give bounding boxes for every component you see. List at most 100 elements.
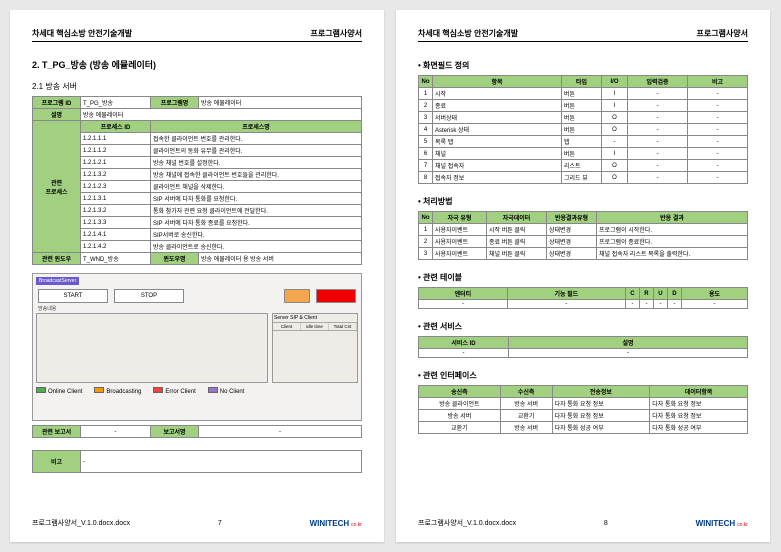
- table-cell: 시작: [433, 88, 562, 100]
- table-cell: 방송 서버: [419, 410, 501, 422]
- th: 입력검증: [628, 76, 688, 88]
- swatch-purple-icon: [208, 387, 218, 393]
- th: D: [667, 288, 681, 300]
- table-cell: 4: [419, 124, 433, 136]
- table-cell: -: [628, 124, 688, 136]
- table-cell: -: [688, 136, 748, 148]
- interfaces-table: 송신측 수신측 전송정보 데이터항목 방송 클라이언트방송 서버 다자 통화 요청…: [418, 385, 748, 434]
- table-cell: 프로그램이 시작한다.: [597, 224, 748, 236]
- section-title: 2. T_PG_방송 (방송 에뮬레이터): [32, 58, 362, 71]
- table-cell: 상태변경: [547, 236, 597, 248]
- app-title: BroadcastServer: [36, 277, 79, 285]
- val-program-id: T_PG_방송: [81, 97, 151, 109]
- table-cell: -: [688, 112, 748, 124]
- th: 송신측: [419, 386, 501, 398]
- table-cell: 목록 탭: [433, 136, 562, 148]
- related-tables: 엔터티 기능 필드 C R U D 용도 - - - - - - -: [418, 287, 748, 309]
- swatch-orange-icon: [94, 387, 104, 393]
- table-cell: 다자 통화 요청 정보: [552, 410, 650, 422]
- table-cell: O: [602, 124, 628, 136]
- legend-text: Online Client: [48, 389, 82, 395]
- td: -: [507, 300, 625, 309]
- swatch-green-icon: [36, 387, 46, 393]
- table-cell: 리스트: [562, 160, 602, 172]
- table-cell: -: [628, 160, 688, 172]
- table-cell: 프로그램이 종료한다.: [597, 236, 748, 248]
- table-cell: -: [688, 88, 748, 100]
- table-cell: 채널 접속자 리스트 목록을 출력한다.: [597, 248, 748, 260]
- header-right: 프로그램사양서: [310, 28, 362, 39]
- table-cell: 방송 클라이언트: [419, 398, 501, 410]
- th: 용도: [681, 288, 747, 300]
- table-cell: 채널 접속자: [433, 160, 562, 172]
- page-header: 차세대 핵심소방 안전기술개발 프로그램사양서: [418, 28, 748, 42]
- td: -: [639, 300, 653, 309]
- proc-name: SIP서버로 송신한다.: [151, 229, 362, 241]
- page-number: 8: [604, 520, 608, 527]
- table-cell: 버튼: [562, 148, 602, 160]
- legend-item: Error Client: [153, 387, 195, 395]
- footer-file: 프로그램사양서_V.1.0.docx.docx: [32, 518, 130, 528]
- table-cell: 6: [419, 148, 433, 160]
- proc-id: 1.2.1.3.3: [81, 217, 151, 229]
- table-cell: 1: [419, 88, 433, 100]
- table-cell: O: [602, 112, 628, 124]
- table-cell: 다자 통화 성공 여부: [552, 422, 650, 434]
- start-button[interactable]: START: [38, 289, 108, 303]
- footer-file: 프로그램사양서_V.1.0.docx.docx: [418, 518, 516, 528]
- legend-row: Online Client Broadcasting Error Client …: [36, 387, 358, 395]
- th: 서비스 ID: [419, 337, 509, 349]
- table-cell: 다자 통화 성공 여부: [650, 422, 748, 434]
- stop-button[interactable]: STOP: [114, 289, 184, 303]
- th: 자극데이터: [487, 212, 547, 224]
- label-proc-section: 관련 프로세스: [33, 121, 81, 253]
- report-dash2: -: [199, 426, 362, 438]
- table-cell: -: [628, 148, 688, 160]
- th: 데이터항목: [650, 386, 748, 398]
- table-cell: 상태변경: [547, 224, 597, 236]
- td: -: [681, 300, 747, 309]
- th: I/O: [602, 76, 628, 88]
- table-cell: -: [628, 100, 688, 112]
- page-left: 차세대 핵심소방 안전기술개발 프로그램사양서 2. T_PG_방송 (방송 에…: [10, 10, 384, 542]
- label-rel-win: 관련 윈도우: [33, 253, 81, 265]
- th: U: [653, 288, 667, 300]
- table-cell: 8: [419, 172, 433, 184]
- proc-id: 1.2.1.3.2: [81, 169, 151, 181]
- th: 반응 결과: [597, 212, 748, 224]
- h-proc-name: 프로세스명: [151, 121, 362, 133]
- fields-table: No 항목 타입 I/O 입력검증 비고 1시작버튼I--2종료버튼I--3서버…: [418, 75, 748, 184]
- table-cell: 다자 통화 요청 정보: [650, 410, 748, 422]
- th: 전송정보: [552, 386, 650, 398]
- process-table: No 자극 유형 자극데이터 반응결과유형 반응 결과 1사용자이벤트시작 버튼…: [418, 211, 748, 260]
- label-program-id: 프로그램 ID: [33, 97, 81, 109]
- table-cell: 5: [419, 136, 433, 148]
- table-cell: 교환기: [419, 422, 501, 434]
- th: 타입: [562, 76, 602, 88]
- table-cell: -: [628, 112, 688, 124]
- table-cell: 채널: [433, 148, 562, 160]
- table-cell: O: [602, 160, 628, 172]
- proc-id: 1.2.1.1.1: [81, 133, 151, 145]
- table-cell: 서버상태: [433, 112, 562, 124]
- proc-id: 1.2.1.3.1: [81, 193, 151, 205]
- proc-id: 1.2.1.2.1: [81, 157, 151, 169]
- table-cell: 상태변경: [547, 248, 597, 260]
- proc-name: SIP 서버에 다자 통화 종료를 요청한다.: [151, 217, 362, 229]
- sip-label: Server SIP & Client: [273, 314, 357, 323]
- val-rel-win-type: 방송 에뮬레이터 용 방송 서버: [199, 253, 362, 265]
- remark-val: -: [81, 451, 362, 473]
- legend-item: Broadcasting: [94, 387, 141, 395]
- proc-id: 1.2.1.4.1: [81, 229, 151, 241]
- table-cell: 버튼: [562, 112, 602, 124]
- table-cell: -: [628, 88, 688, 100]
- th: C: [625, 288, 639, 300]
- heading-services: • 관련 서비스: [418, 321, 748, 332]
- h-proc-id: 프로세스 ID: [81, 121, 151, 133]
- th: 수신측: [500, 386, 552, 398]
- table-cell: 사용자이벤트: [433, 224, 487, 236]
- proc-name: 방송 채널에 접속한 클라이언트 번호들을 관리한다.: [151, 169, 362, 181]
- table-cell: 버튼: [562, 88, 602, 100]
- heading-tables: • 관련 테이블: [418, 272, 748, 283]
- services-table: 서비스 ID 설명 - -: [418, 336, 748, 358]
